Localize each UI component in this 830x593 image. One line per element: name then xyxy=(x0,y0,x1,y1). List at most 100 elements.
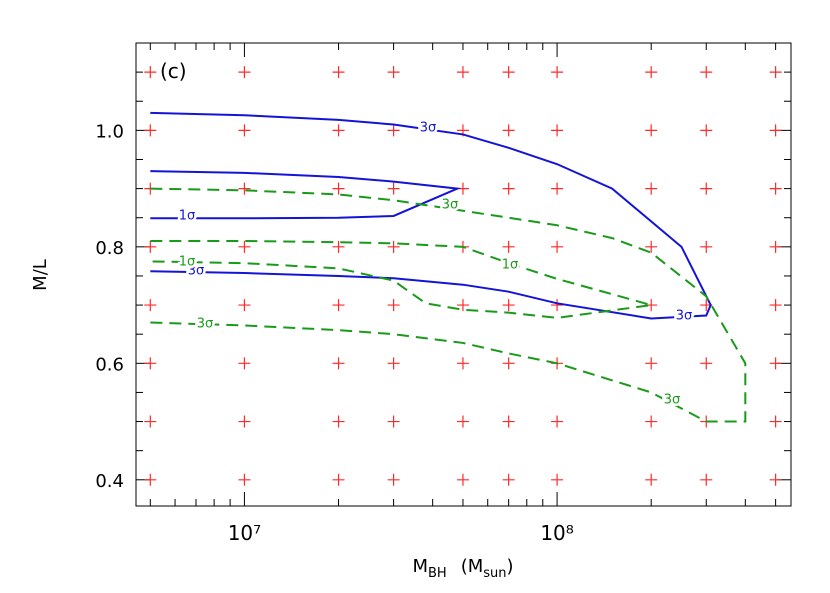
grid-point xyxy=(502,357,515,370)
grid-point xyxy=(144,66,157,79)
y-axis-label: M/L xyxy=(30,259,51,291)
contour-label: 1σ xyxy=(502,258,519,273)
grid-point xyxy=(700,357,713,370)
grid-point xyxy=(238,240,251,253)
grid-point xyxy=(144,357,157,370)
grid-point xyxy=(387,66,400,79)
grid-point xyxy=(332,182,345,195)
grid-point xyxy=(645,182,658,195)
y-tick-label: 0.6 xyxy=(95,354,124,375)
grid-point xyxy=(387,182,400,195)
contour-label: 3σ xyxy=(676,309,693,324)
grid-point xyxy=(238,182,251,195)
grid-point xyxy=(645,357,658,370)
grid-point xyxy=(551,473,564,486)
grid-point xyxy=(144,240,157,253)
y-tick-label: 1.0 xyxy=(95,121,124,142)
contour-label: 3σ xyxy=(197,317,214,332)
grid-point xyxy=(551,66,564,79)
grid-point xyxy=(769,299,782,312)
grid-point xyxy=(502,66,515,79)
grid-point xyxy=(238,299,251,312)
grid-point xyxy=(332,415,345,428)
grid-point xyxy=(551,182,564,195)
grid-point xyxy=(387,299,400,312)
grid-point xyxy=(387,473,400,486)
grid-point xyxy=(144,415,157,428)
grid-point xyxy=(332,473,345,486)
grid-point xyxy=(238,66,251,79)
grid-point xyxy=(456,299,469,312)
grid-point xyxy=(332,66,345,79)
grid-point xyxy=(456,357,469,370)
grid-point xyxy=(769,415,782,428)
x-axis-label-part: (M xyxy=(461,556,484,577)
grid-point xyxy=(238,415,251,428)
grid-point xyxy=(769,124,782,137)
grid-point xyxy=(332,357,345,370)
grid-point xyxy=(769,240,782,253)
grid-point xyxy=(502,299,515,312)
x-axis-label-part: sun xyxy=(483,566,506,581)
grid-point xyxy=(502,240,515,253)
grid-point xyxy=(238,357,251,370)
grid-point xyxy=(332,124,345,137)
grid-point xyxy=(700,182,713,195)
grid-point xyxy=(502,415,515,428)
grid-point xyxy=(645,473,658,486)
grid-point xyxy=(769,182,782,195)
grid-point xyxy=(551,240,564,253)
grid-point xyxy=(238,124,251,137)
grid-point xyxy=(700,66,713,79)
y-tick-label: 0.4 xyxy=(95,471,124,492)
grid-point xyxy=(645,124,658,137)
contour-label: 3σ xyxy=(420,121,437,136)
contour-line xyxy=(150,240,652,319)
y-tick-label: 0.8 xyxy=(95,238,124,259)
grid-point xyxy=(332,299,345,312)
panel-label: (c) xyxy=(160,59,187,83)
grid-point xyxy=(645,240,658,253)
grid-point xyxy=(238,473,251,486)
contour-label: 3σ xyxy=(188,264,205,279)
grid-point xyxy=(502,473,515,486)
plot-frame xyxy=(135,42,792,507)
contour-label: 1σ xyxy=(179,209,196,224)
contour-line xyxy=(150,111,712,320)
grid-point xyxy=(645,66,658,79)
contour-label: 3σ xyxy=(442,198,459,213)
grid-point xyxy=(769,357,782,370)
grid-point xyxy=(769,473,782,486)
grid-point xyxy=(456,415,469,428)
contour-line xyxy=(150,187,747,423)
x-tick-label: 10⁷ xyxy=(228,521,261,545)
grid-point xyxy=(387,124,400,137)
grid-point xyxy=(700,240,713,253)
grid-point xyxy=(551,415,564,428)
grid-point xyxy=(144,124,157,137)
grid-point xyxy=(387,357,400,370)
grid-point xyxy=(144,299,157,312)
contour-label: 1σ xyxy=(179,255,196,270)
contour-label: 3σ xyxy=(664,393,681,408)
grid-point xyxy=(551,299,564,312)
x-axis-label: MBH (Msun) xyxy=(412,556,513,581)
x-tick-label: 10⁸ xyxy=(540,521,573,545)
contour-line xyxy=(150,170,462,220)
grid-point xyxy=(456,66,469,79)
grid-point xyxy=(144,473,157,486)
grid-point xyxy=(551,124,564,137)
grid-point xyxy=(502,182,515,195)
grid-point xyxy=(700,473,713,486)
x-axis-label-part: ) xyxy=(507,556,514,577)
grid-point xyxy=(502,124,515,137)
grid-point xyxy=(645,415,658,428)
x-axis-label-part: M xyxy=(412,556,428,577)
x-axis-label-part: BH xyxy=(428,566,447,581)
grid-point xyxy=(456,473,469,486)
grid-point xyxy=(387,415,400,428)
grid-point xyxy=(700,124,713,137)
grid-point xyxy=(769,66,782,79)
grid-point xyxy=(332,240,345,253)
